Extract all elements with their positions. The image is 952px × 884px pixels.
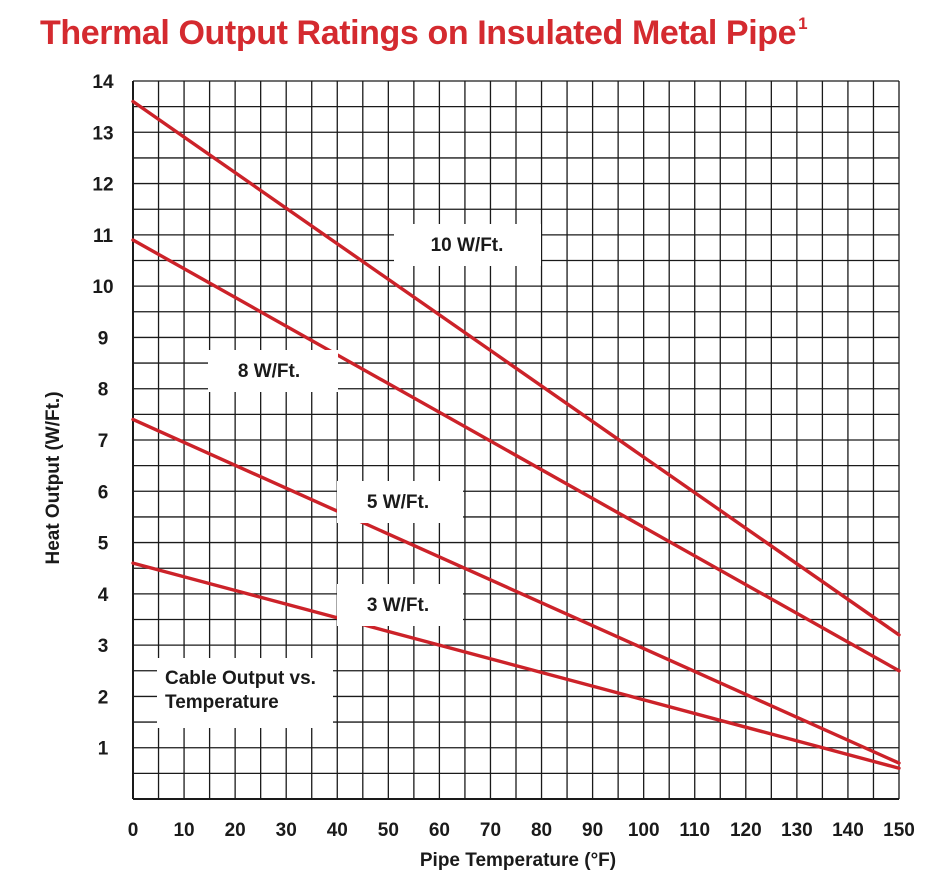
annotation-text: Cable Output vs. Temperature	[165, 668, 321, 713]
y-tick-label: 1	[98, 739, 109, 760]
y-tick-label: 11	[93, 226, 114, 247]
series-lines	[131, 99, 901, 770]
chart-title: Thermal Output Ratings on Insulated Meta…	[40, 14, 808, 53]
y-tick-label: 7	[98, 431, 109, 452]
x-tick-label: 130	[781, 820, 813, 841]
x-axis-label: Pipe Temperature (°F)	[420, 850, 616, 871]
series-line-2	[131, 238, 901, 673]
x-tick-label: 110	[679, 820, 710, 841]
x-tick-label: 70	[480, 820, 501, 841]
x-tick-label: 40	[327, 820, 348, 841]
x-tick-label: 140	[832, 820, 864, 841]
series-line-1	[131, 99, 901, 637]
x-tick-label: 60	[429, 820, 450, 841]
y-tick-label: 14	[92, 72, 114, 93]
x-tick-label: 30	[276, 820, 297, 841]
annotation-line-1: Cable Output vs.	[165, 668, 316, 689]
y-tick-label: 5	[98, 534, 109, 555]
series-label-5: 5 W/Ft.	[367, 492, 429, 513]
y-tick-label: 8	[98, 380, 109, 401]
x-tick-label: 90	[582, 820, 603, 841]
x-tick-label: 50	[378, 820, 399, 841]
x-tick-label: 150	[883, 820, 915, 841]
x-tick-label: 10	[173, 820, 194, 841]
y-tick-label: 10	[92, 277, 113, 298]
chart-title-text: Thermal Output Ratings on Insulated Meta…	[40, 14, 797, 52]
series-labels: 10 W/Ft. 8 W/Ft. 5 W/Ft. 3 W/Ft. Cable O…	[157, 224, 541, 728]
y-tick-label: 3	[98, 636, 109, 657]
x-tick-label: 120	[730, 820, 762, 841]
series-label-bg-10	[394, 224, 541, 266]
axis-ticks: 0 10 20 30 40 50 60 70 80 90 100 110 120 130 140 150123…	[92, 72, 914, 841]
x-tick-label: 20	[225, 820, 246, 841]
y-tick-label: 2	[98, 687, 109, 708]
y-tick-label: 12	[92, 175, 113, 196]
series-label-bg-5	[337, 481, 463, 523]
series-label-3: 3 W/Ft.	[367, 595, 429, 616]
series-line-3	[131, 417, 901, 765]
title-footnote-marker: 1	[798, 14, 808, 33]
y-tick-label: 9	[98, 328, 109, 349]
series-line-4	[131, 561, 901, 770]
series-label-8: 8 W/Ft.	[238, 361, 300, 382]
annotation-bg	[157, 658, 333, 728]
y-tick-label: 4	[98, 585, 109, 606]
series-label-10: 10 W/Ft.	[431, 235, 504, 256]
x-tick-label: 100	[628, 820, 660, 841]
y-axis-label: Heat Output (W/Ft.)	[43, 391, 64, 564]
series-label-bg-3	[337, 584, 463, 626]
y-tick-label: 13	[92, 123, 113, 144]
series-label-bg-8	[208, 350, 338, 392]
x-tick-label: 0	[128, 820, 139, 841]
x-tick-label: 80	[531, 820, 552, 841]
annotation-line-2: Temperature	[165, 692, 279, 713]
y-tick-label: 6	[98, 482, 109, 503]
